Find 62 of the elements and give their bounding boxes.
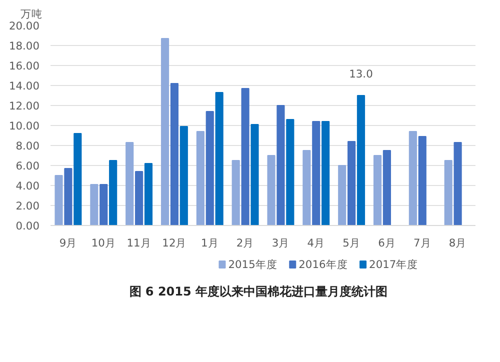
y-tick-label: 0.00 [16, 220, 40, 232]
bar [135, 171, 144, 226]
bar [302, 150, 311, 226]
bar [54, 175, 63, 226]
y-tick-label: 10.00 [8, 120, 40, 132]
bar [170, 83, 178, 226]
x-tick-label: 3月 [272, 236, 290, 250]
bar [206, 111, 214, 226]
bar [408, 131, 417, 226]
y-tick-label: 12.00 [8, 100, 40, 112]
legend-label: 2016年度 [298, 258, 348, 271]
x-tick-label: 2月 [236, 236, 254, 250]
bar [64, 168, 72, 226]
y-tick-label: 2.00 [16, 200, 40, 212]
y-tick-label: 6.00 [16, 160, 40, 172]
text: 图 6 2015 年度以来中国棉花进口量月度统计图 [129, 284, 388, 298]
bar [215, 92, 224, 226]
x-tick-label: 12月 [162, 236, 187, 250]
bar [241, 88, 250, 226]
bar [180, 126, 188, 226]
bar [232, 160, 240, 226]
legend-label: 2015年度 [228, 258, 278, 271]
data-label: 13.0 [349, 68, 374, 80]
bar [338, 165, 346, 226]
bar [100, 184, 108, 226]
bar [196, 131, 204, 226]
y-axis-title: 万吨 [20, 8, 42, 20]
x-tick-label: 5月 [342, 236, 360, 250]
bar [267, 155, 276, 226]
bar [348, 141, 356, 226]
bar [356, 95, 366, 226]
bar [373, 155, 382, 226]
y-tick-label: 20.00 [8, 20, 40, 32]
x-tick-label: 11月 [126, 236, 152, 250]
y-tick-label: 14.00 [8, 80, 40, 92]
y-tick-label: 8.00 [16, 140, 40, 152]
x-tick-label: 8月 [448, 236, 467, 250]
bar [418, 136, 426, 226]
bar [312, 121, 320, 226]
legend-label: 2017年度 [369, 258, 418, 271]
x-tick-label: 1月 [200, 236, 219, 250]
y-tick-label: 18.00 [8, 40, 40, 52]
bar [90, 184, 98, 226]
x-tick-label: 9月 [59, 236, 78, 250]
bar [109, 160, 118, 226]
x-tick-label: 4月 [307, 236, 326, 250]
bar [276, 105, 285, 226]
x-tick-label: 7月 [413, 236, 432, 250]
x-tick-label: 6月 [378, 236, 396, 250]
bar [322, 121, 330, 226]
bar [382, 150, 391, 226]
bar [286, 119, 294, 226]
bar [444, 160, 452, 226]
y-tick-label: 16.00 [8, 60, 40, 72]
bar [250, 124, 259, 226]
x-tick-label: 10月 [91, 236, 116, 250]
y-tick-label: 4.00 [16, 180, 40, 192]
bar [160, 38, 170, 226]
bar [144, 163, 153, 226]
bar [454, 142, 462, 226]
bar [74, 133, 82, 226]
bar [126, 142, 134, 226]
